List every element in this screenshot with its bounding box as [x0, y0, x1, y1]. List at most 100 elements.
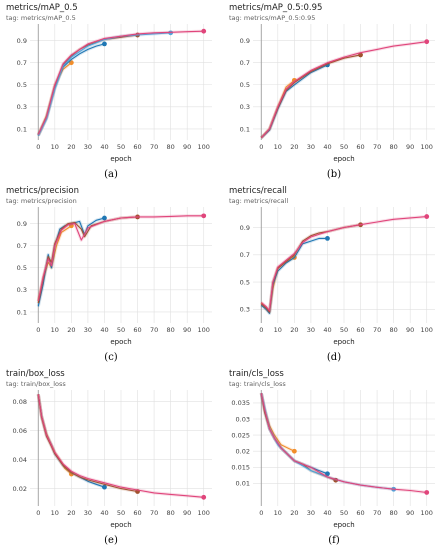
x-tick-label: 60	[356, 509, 364, 517]
series-line	[37, 30, 204, 135]
chart-title: metrics/mAP_0.5:0.95	[229, 3, 323, 13]
chart-panel: metrics/mAP_0.5:0.95 tag: metrics/mAP_0.5…	[223, 0, 445, 183]
y-tick-label: 0.06	[13, 427, 27, 435]
x-tick-label: 40	[100, 143, 108, 151]
x-tick-label: 50	[340, 143, 348, 151]
x-tick-label: 10	[274, 143, 282, 151]
x-tick-label: 80	[166, 143, 174, 151]
y-tick-label: 0.015	[231, 464, 250, 472]
x-tick-label: 60	[356, 143, 364, 151]
y-tick-label: 0.1	[17, 125, 27, 133]
x-tick-label: 40	[323, 509, 331, 517]
x-tick-label: 80	[389, 143, 397, 151]
y-tick-label: 0.5	[240, 278, 250, 286]
chart-title: train/cls_loss	[229, 369, 284, 379]
x-tick-label: 80	[389, 326, 397, 334]
series-end-marker	[291, 448, 297, 454]
series-line	[260, 393, 427, 494]
chart-plot: 0 10 20 30 40 50 60 70 80 90 100 0.3 0.5 0.7 0.9 epoch	[240, 207, 435, 346]
x-tick-label: 0	[36, 143, 40, 151]
series-end-marker	[102, 215, 107, 221]
y-tick-label: 0.5	[240, 81, 250, 89]
x-tick-label: 40	[323, 326, 331, 334]
x-tick-label: 30	[307, 143, 315, 151]
x-tick-label: 100	[421, 143, 433, 151]
y-tick-label: 0.02	[236, 448, 250, 456]
x-tick-label: 50	[117, 143, 125, 151]
x-tick-label: 30	[307, 509, 315, 517]
x-tick-label: 40	[323, 143, 331, 151]
x-tick-label: 70	[150, 326, 158, 334]
x-tick-label: 0	[259, 143, 263, 151]
x-tick-label: 60	[356, 326, 364, 334]
x-tick-label: 50	[340, 509, 348, 517]
chart-panel: metrics/recall tag: metrics/recall 0 10 20 30…	[223, 183, 445, 366]
panel-caption: (d)	[326, 352, 342, 363]
x-tick-label: 100	[198, 143, 210, 151]
chart-panel: train/box_loss tag: train/box_loss 0 10 20 30…	[0, 366, 222, 549]
chart-title: metrics/mAP_0.5	[6, 3, 78, 13]
y-tick-label: 0.9	[17, 220, 27, 228]
x-tick-label: 20	[67, 509, 75, 517]
x-tick-label: 20	[290, 326, 298, 334]
chart-plot: 0 10 20 30 40 50 60 70 80 90 100 0.02 0.04 0.06 0.08 ep…	[13, 390, 212, 529]
series-end-marker	[102, 484, 107, 490]
x-axis-label: epoch	[110, 338, 131, 346]
x-tick-label: 100	[198, 326, 210, 334]
y-tick-label: 0.02	[13, 485, 27, 493]
x-tick-label: 0	[259, 326, 263, 334]
x-tick-label: 90	[183, 326, 191, 334]
chart-panel: train/cls_loss tag: train/cls_loss 0 10 20 30…	[223, 366, 445, 549]
chart-tag: tag: metrics/mAP_0.5	[6, 14, 76, 22]
x-tick-label: 70	[373, 509, 381, 517]
y-tick-label: 0.7	[240, 251, 250, 259]
series-line	[260, 237, 328, 314]
series-end-marker	[424, 39, 430, 45]
x-tick-label: 60	[133, 326, 141, 334]
y-tick-label: 0.7	[17, 242, 27, 250]
x-tick-label: 70	[150, 143, 158, 151]
series-end-marker	[424, 214, 430, 219]
y-tick-label: 0.035	[231, 399, 250, 407]
series-end-marker	[68, 60, 74, 66]
series-line	[260, 41, 427, 139]
x-tick-label: 100	[421, 326, 433, 334]
series-line	[260, 216, 427, 312]
series-end-marker	[325, 235, 330, 241]
x-axis-label: epoch	[110, 155, 131, 163]
x-tick-label: 50	[117, 509, 125, 517]
x-tick-label: 90	[406, 326, 414, 334]
series-line	[37, 215, 204, 302]
chart-title: metrics/precision	[6, 186, 80, 196]
y-tick-label: 0.7	[17, 59, 27, 67]
x-tick-label: 70	[373, 143, 381, 151]
y-tick-label: 0.3	[17, 103, 27, 111]
x-tick-label: 90	[406, 143, 414, 151]
chart-tag: tag: metrics/recall	[229, 197, 289, 205]
y-tick-label: 0.08	[13, 398, 27, 406]
series-end-marker	[358, 52, 363, 58]
x-axis-label: epoch	[333, 155, 354, 163]
x-tick-label: 10	[51, 143, 59, 151]
chart-panel: metrics/precision tag: metrics/precision 0…	[0, 183, 222, 366]
x-tick-label: 30	[84, 143, 92, 151]
x-tick-label: 70	[373, 326, 381, 334]
x-tick-label: 100	[421, 509, 433, 517]
y-tick-label: 0.5	[17, 81, 27, 89]
series-end-marker	[201, 213, 207, 219]
x-tick-label: 10	[274, 326, 282, 334]
x-axis-label: epoch	[110, 521, 131, 529]
y-tick-label: 0.3	[17, 286, 27, 294]
x-tick-label: 80	[166, 509, 174, 517]
x-tick-label: 40	[100, 509, 108, 517]
chart-tag: tag: train/box_loss	[6, 380, 66, 388]
series-line	[37, 394, 204, 498]
y-tick-label: 0.9	[17, 37, 27, 45]
chart-plot: 0 10 20 30 40 50 60 70 80 90 100 0.1 0.3 0.5 0.7 0.9 epo…	[240, 24, 435, 163]
x-tick-label: 40	[100, 326, 108, 334]
series-end-marker	[325, 471, 330, 477]
y-tick-label: 0.04	[13, 456, 27, 464]
x-tick-label: 80	[389, 509, 397, 517]
y-tick-label: 0.1	[17, 308, 27, 316]
x-tick-label: 20	[67, 326, 75, 334]
